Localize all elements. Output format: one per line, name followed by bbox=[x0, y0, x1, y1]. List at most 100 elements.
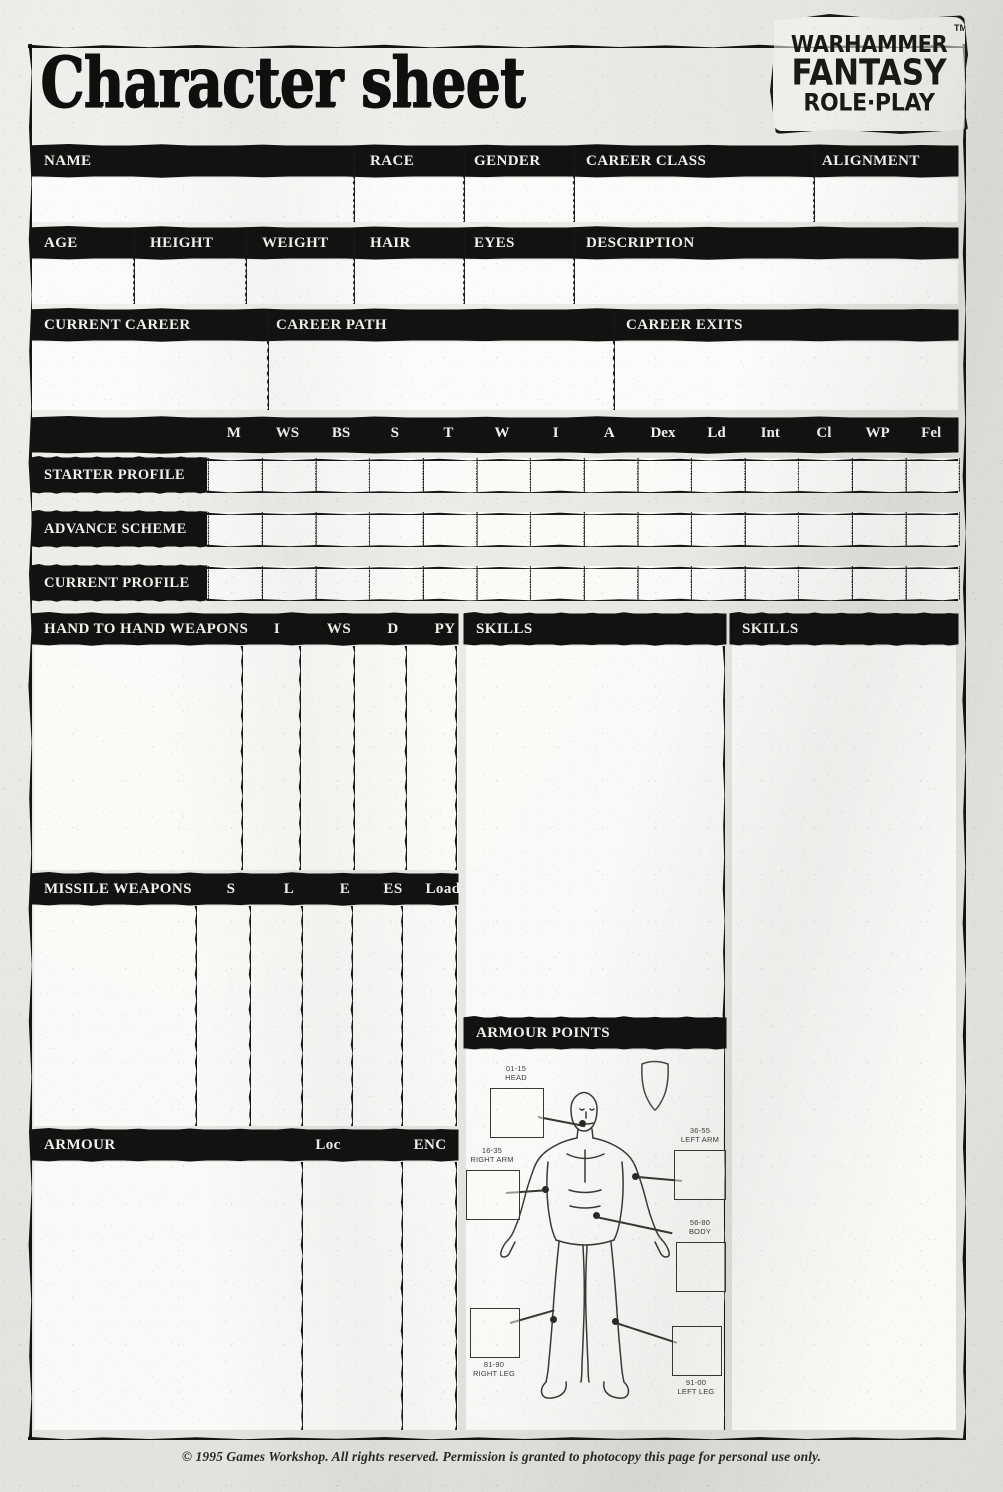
field-label-career-class: CAREER CLASS bbox=[586, 152, 707, 169]
profile-cell[interactable] bbox=[424, 461, 474, 489]
characteristic-header-ld: Ld bbox=[707, 425, 726, 441]
hit-location-range-left-arm: 36-55 bbox=[689, 1126, 711, 1135]
profile-cell[interactable] bbox=[799, 461, 849, 489]
profile-cell[interactable] bbox=[799, 569, 849, 597]
column-header-missile-es: ES bbox=[383, 880, 403, 897]
hit-dot-left-arm bbox=[632, 1173, 639, 1180]
profile-cell[interactable] bbox=[477, 569, 527, 597]
characteristic-header-m: M bbox=[226, 425, 241, 441]
profile-cell[interactable] bbox=[209, 515, 259, 543]
profile-cell[interactable] bbox=[853, 515, 903, 543]
profile-cell[interactable] bbox=[531, 569, 581, 597]
profile-cell[interactable] bbox=[263, 569, 313, 597]
physical-value-weight[interactable] bbox=[248, 262, 350, 302]
armour-point-label-head: 01-15 HEAD bbox=[480, 1064, 552, 1083]
hit-location-range-right-arm: 16-35 bbox=[481, 1146, 503, 1155]
characteristic-header-w: W bbox=[494, 425, 510, 441]
hit-location-range-body: 56-80 bbox=[689, 1218, 711, 1227]
characteristic-header-dex: Dex bbox=[650, 425, 676, 441]
profile-cell[interactable] bbox=[638, 569, 688, 597]
profile-cell[interactable] bbox=[209, 461, 259, 489]
career-value-career-path[interactable] bbox=[270, 344, 610, 408]
identity-value-career-class[interactable] bbox=[576, 180, 810, 220]
profile-cell[interactable] bbox=[692, 461, 742, 489]
profile-cell[interactable] bbox=[316, 569, 366, 597]
profile-cell[interactable] bbox=[263, 515, 313, 543]
hit-dot-right-leg bbox=[550, 1316, 557, 1323]
column-header-hth-ws: WS bbox=[326, 620, 352, 637]
identity-value-gender[interactable] bbox=[466, 180, 570, 220]
profile-cell[interactable] bbox=[585, 569, 635, 597]
profile-cell[interactable] bbox=[531, 461, 581, 489]
identity-value-name[interactable] bbox=[36, 180, 350, 220]
career-value-career-exits[interactable] bbox=[616, 344, 956, 408]
profile-cell[interactable] bbox=[370, 569, 420, 597]
profile-cell[interactable] bbox=[745, 461, 795, 489]
profile-cell[interactable] bbox=[745, 515, 795, 543]
profile-row-cells-1 bbox=[207, 458, 958, 492]
profile-cell[interactable] bbox=[316, 515, 366, 543]
armour-point-label-left-leg: 91-00 LEFT LEG bbox=[660, 1378, 732, 1397]
physical-value-description[interactable] bbox=[576, 262, 956, 302]
hand-to-hand-weapons-body[interactable] bbox=[34, 646, 458, 870]
characteristic-header-int: Int bbox=[760, 425, 780, 441]
characteristic-header-bs: BS bbox=[331, 425, 351, 441]
characteristic-header-s: S bbox=[390, 425, 399, 441]
identity-value-alignment[interactable] bbox=[816, 180, 956, 220]
hit-location-range-left-leg: 91-00 bbox=[685, 1378, 707, 1387]
field-label-name: NAME bbox=[44, 152, 92, 169]
profile-cell[interactable] bbox=[424, 515, 474, 543]
physical-row-header: AGE HEIGHT WEIGHT HAIR EYES DESCRIPTION bbox=[32, 228, 958, 258]
skills-left-body[interactable] bbox=[466, 646, 724, 1018]
armour-point-box-body[interactable] bbox=[676, 1242, 726, 1292]
hit-location-name-body: BODY bbox=[688, 1227, 712, 1237]
hit-dot-head bbox=[579, 1120, 586, 1127]
profile-cell[interactable] bbox=[263, 461, 313, 489]
physical-value-age[interactable] bbox=[36, 262, 130, 302]
hit-dot-body bbox=[593, 1212, 600, 1219]
section-title-armour-points: ARMOUR POINTS bbox=[476, 1024, 610, 1041]
profile-cell[interactable] bbox=[585, 515, 635, 543]
armour-body[interactable] bbox=[34, 1162, 458, 1430]
profile-cell[interactable] bbox=[477, 461, 527, 489]
profile-cell[interactable] bbox=[209, 569, 259, 597]
column-header-armour-loc: Loc bbox=[315, 1136, 341, 1153]
armour-point-box-head[interactable] bbox=[490, 1088, 544, 1138]
physical-value-height[interactable] bbox=[136, 262, 242, 302]
identity-value-race[interactable] bbox=[356, 180, 460, 220]
profile-row-cells-3 bbox=[207, 566, 958, 600]
profile-cell[interactable] bbox=[316, 461, 366, 489]
armour-point-label-right-arm: 16-35 RIGHT ARM bbox=[456, 1146, 528, 1165]
profile-cell[interactable] bbox=[638, 515, 688, 543]
armour-point-box-left-leg[interactable] bbox=[672, 1326, 722, 1376]
physical-value-hair[interactable] bbox=[356, 262, 460, 302]
profile-cell[interactable] bbox=[477, 515, 527, 543]
profile-cell[interactable] bbox=[906, 461, 956, 489]
profile-cell[interactable] bbox=[585, 461, 635, 489]
profile-cell[interactable] bbox=[745, 569, 795, 597]
career-value-current-career[interactable] bbox=[36, 344, 264, 408]
profile-cell[interactable] bbox=[906, 569, 956, 597]
column-header-hth-d: D bbox=[387, 620, 399, 637]
profile-cell[interactable] bbox=[370, 461, 420, 489]
section-title-hand-to-hand: HAND TO HAND WEAPONS bbox=[44, 620, 249, 637]
profile-cell[interactable] bbox=[906, 515, 956, 543]
hit-location-name-left-arm: LEFT ARM bbox=[680, 1135, 720, 1145]
column-header-missile-e: E bbox=[339, 880, 351, 897]
physical-value-eyes[interactable] bbox=[466, 262, 570, 302]
profile-cell[interactable] bbox=[692, 569, 742, 597]
profile-cell[interactable] bbox=[424, 569, 474, 597]
skills-right-body[interactable] bbox=[732, 646, 956, 1430]
profile-cell[interactable] bbox=[853, 461, 903, 489]
armour-point-box-right-leg[interactable] bbox=[470, 1308, 520, 1358]
armour-point-box-right-arm[interactable] bbox=[466, 1170, 520, 1220]
missile-weapons-body[interactable] bbox=[34, 906, 458, 1126]
profile-cell[interactable] bbox=[853, 569, 903, 597]
profile-cell[interactable] bbox=[638, 461, 688, 489]
profile-cell[interactable] bbox=[799, 515, 849, 543]
profile-cell[interactable] bbox=[692, 515, 742, 543]
profile-cell[interactable] bbox=[370, 515, 420, 543]
profile-cell[interactable] bbox=[531, 515, 581, 543]
logo-line-fantasy: FANTASY bbox=[791, 52, 947, 94]
armour-point-box-left-arm[interactable] bbox=[674, 1150, 726, 1200]
